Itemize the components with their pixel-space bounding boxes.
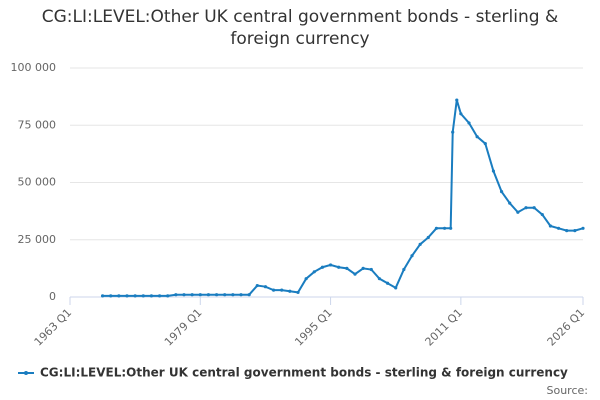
data-point — [377, 277, 382, 281]
data-point — [491, 169, 496, 173]
data-point — [385, 281, 390, 285]
data-point — [483, 141, 487, 146]
data-point — [280, 288, 284, 292]
x-tick-label: 1979 Q1 — [162, 306, 205, 349]
data-point — [516, 210, 520, 214]
data-point — [231, 293, 235, 297]
data-point — [174, 293, 178, 297]
data-point — [223, 293, 227, 297]
data-point — [296, 290, 300, 295]
legend-label: CG:LI:LEVEL:Other UK central government … — [40, 366, 568, 380]
data-point — [166, 294, 170, 298]
source: Source: — [547, 384, 589, 397]
data-point — [565, 228, 569, 233]
data-point — [402, 267, 406, 272]
data-point — [345, 266, 349, 270]
y-tick-label: 50 000 — [18, 176, 57, 189]
data-point — [149, 294, 154, 298]
data-point — [499, 190, 504, 194]
data-point — [524, 206, 528, 210]
data-point — [255, 283, 259, 288]
data-point — [361, 266, 365, 270]
data-point — [214, 293, 219, 297]
data-point — [540, 212, 544, 217]
x-tick-label: 2011 Q1 — [423, 306, 466, 349]
data-point — [426, 235, 430, 240]
y-tick-label: 25 000 — [18, 233, 57, 246]
data-point — [508, 201, 512, 205]
data-point — [182, 293, 186, 297]
data-point — [198, 293, 202, 297]
data-point — [455, 98, 459, 102]
data-point — [247, 293, 251, 297]
data-point — [451, 130, 455, 134]
y-tick-label: 100 000 — [11, 61, 57, 74]
data-point — [581, 226, 585, 230]
data-point — [548, 224, 553, 228]
x-tick-label: 1963 Q1 — [32, 306, 75, 349]
data-point — [125, 294, 129, 298]
data-point — [337, 265, 341, 269]
data-point — [449, 226, 453, 230]
data-point — [353, 272, 357, 276]
data-point — [328, 263, 333, 267]
data-point — [133, 294, 137, 298]
data-point — [190, 293, 194, 297]
data-point — [100, 294, 105, 298]
data-point — [320, 265, 325, 269]
data-point — [263, 285, 268, 289]
data-point — [410, 254, 414, 258]
data-point — [475, 135, 479, 139]
y-tick-label: 75 000 — [18, 118, 57, 131]
data-point — [157, 294, 162, 298]
data-point — [141, 294, 145, 298]
data-point — [467, 121, 471, 125]
data-point — [206, 293, 211, 297]
data-point — [369, 267, 373, 272]
data-point — [312, 270, 316, 274]
y-tick-label: 0 — [49, 290, 56, 303]
data-point — [418, 242, 422, 246]
data-point — [288, 289, 292, 293]
data-point — [573, 228, 577, 233]
data-point — [304, 277, 308, 281]
data-point — [109, 294, 113, 298]
data-line — [102, 99, 584, 297]
x-tick-label: 2026 Q1 — [545, 306, 588, 349]
data-point — [532, 206, 536, 210]
x-tick-label: 1995 Q1 — [292, 306, 335, 349]
data-point — [394, 286, 398, 290]
data-point — [117, 294, 121, 298]
data-point — [434, 226, 439, 230]
data-point — [239, 293, 243, 297]
data-point — [459, 112, 463, 116]
data-point — [556, 226, 561, 230]
data-point — [271, 288, 276, 292]
chart-title: CG:LI:LEVEL:Other UK central government … — [41, 7, 559, 49]
data-point — [442, 226, 447, 230]
legend-marker — [24, 371, 28, 375]
